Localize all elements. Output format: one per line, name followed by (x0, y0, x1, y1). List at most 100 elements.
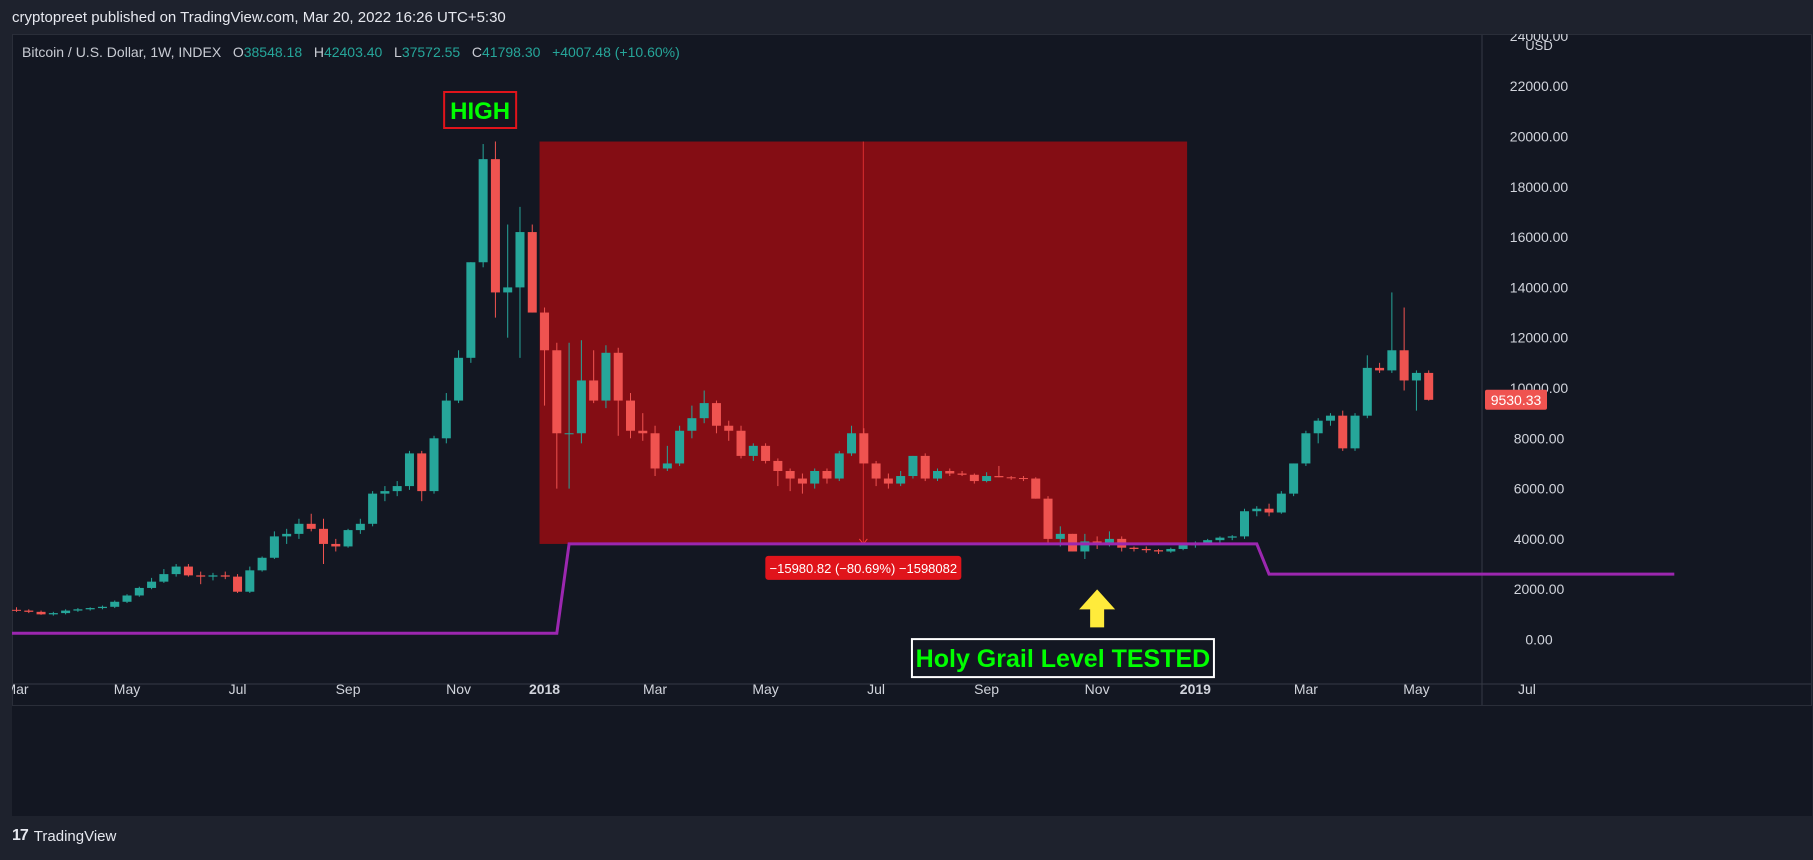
candle (61, 609, 71, 615)
candle (576, 340, 586, 444)
candle-body (1338, 415, 1348, 449)
candle-body (969, 474, 979, 482)
currency-label: USD (1525, 38, 1552, 53)
candle-body (1325, 415, 1335, 421)
candle-body (687, 418, 697, 431)
candle (994, 465, 1004, 478)
candle-body (1055, 533, 1065, 539)
candle-body (1387, 350, 1397, 371)
candle-body (24, 610, 34, 612)
candle-body (626, 400, 635, 431)
grid (12, 34, 1812, 706)
candle-body (1154, 550, 1164, 552)
x-tick-label: Jul (1518, 681, 1536, 697)
candle-body (896, 476, 906, 484)
candle-body (233, 576, 243, 592)
x-tick-label: Jul (867, 681, 885, 697)
candle-body (601, 352, 611, 401)
candle-body (1252, 508, 1262, 512)
price-chart[interactable]: 24000.0022000.0020000.0018000.0016000.00… (4, 28, 1812, 816)
x-tick-label: 2018 (529, 681, 560, 697)
candle (736, 425, 746, 459)
candle-body (392, 486, 402, 492)
candle (1215, 536, 1225, 543)
symbol-ohlc-line: Bitcoin / U.S. Dollar, 1W, INDEX O38548.… (22, 44, 680, 60)
x-tick-label: Mar (643, 681, 667, 697)
candle (36, 610, 46, 615)
candle (12, 607, 21, 612)
x-tick-label: Jul (229, 681, 247, 697)
x-tick-label: Mar (1294, 681, 1318, 697)
candle-body (355, 523, 365, 531)
candle-body (490, 159, 500, 293)
candle (601, 345, 611, 409)
x-axis: Mar May Jul Sep Nov 2018 Mar May Jul Sep Nov 2019 Ma… (4, 681, 1536, 697)
candle (257, 556, 267, 572)
candle (1166, 547, 1176, 553)
candle (392, 481, 402, 497)
support-line-layer (4, 542, 1675, 635)
candle (859, 428, 869, 464)
candle-body (847, 433, 857, 454)
y-tick-label: 22000.00 (1510, 78, 1569, 94)
candle (834, 450, 844, 482)
candle (1289, 463, 1299, 497)
candle-body (920, 455, 930, 479)
candle-body (1227, 536, 1237, 538)
y-tick-label: 8000.00 (1514, 430, 1565, 446)
candle (650, 425, 660, 477)
candle-body (724, 425, 734, 431)
candle-body (48, 613, 58, 615)
candle (1411, 370, 1421, 411)
footer-brand[interactable]: TradingView (33, 827, 117, 845)
candle-body (982, 476, 992, 482)
candle (908, 455, 918, 479)
candle (1227, 535, 1237, 541)
candle (196, 571, 206, 585)
candle (208, 572, 218, 581)
candle (1424, 370, 1434, 401)
candle-body (576, 380, 586, 434)
candle (933, 468, 942, 482)
candle (957, 470, 967, 477)
candle (1350, 413, 1360, 451)
chart-frame[interactable]: 24000.00 22000.00 20000.00 18000.00 16000.00… (4, 28, 1812, 816)
candle-body (552, 350, 562, 434)
candle (564, 342, 574, 489)
candle-body (650, 433, 660, 469)
candle-body (515, 232, 525, 288)
candle (380, 486, 390, 502)
candle (294, 518, 304, 539)
candle (552, 342, 562, 489)
candle (183, 564, 193, 577)
candle (331, 538, 341, 552)
candle-body (908, 455, 918, 477)
candle-body (134, 587, 144, 596)
candle (896, 470, 906, 487)
candle (920, 453, 930, 482)
candle (97, 605, 107, 610)
candle (355, 518, 365, 534)
candle (220, 571, 230, 580)
candle-body (1104, 538, 1114, 544)
candle (1301, 430, 1311, 466)
candle (883, 473, 893, 489)
candle (441, 393, 451, 444)
candle (1338, 410, 1348, 451)
candle-body (1018, 478, 1028, 480)
candle-body (122, 595, 132, 602)
candle (1252, 506, 1262, 517)
candle (822, 468, 832, 484)
candle-body (1301, 433, 1311, 464)
candle (711, 400, 721, 434)
low-label: L (394, 44, 402, 60)
x-tick-label: Sep (336, 681, 361, 697)
candle (626, 393, 635, 439)
candle-body (417, 453, 427, 492)
candle-body (1350, 415, 1360, 449)
candle-body (503, 287, 513, 293)
candle-body (527, 232, 537, 313)
holy-grail-annotation-label: Holy Grail Level TESTED (916, 645, 1211, 673)
candle (589, 350, 599, 404)
candle-body (675, 430, 685, 464)
